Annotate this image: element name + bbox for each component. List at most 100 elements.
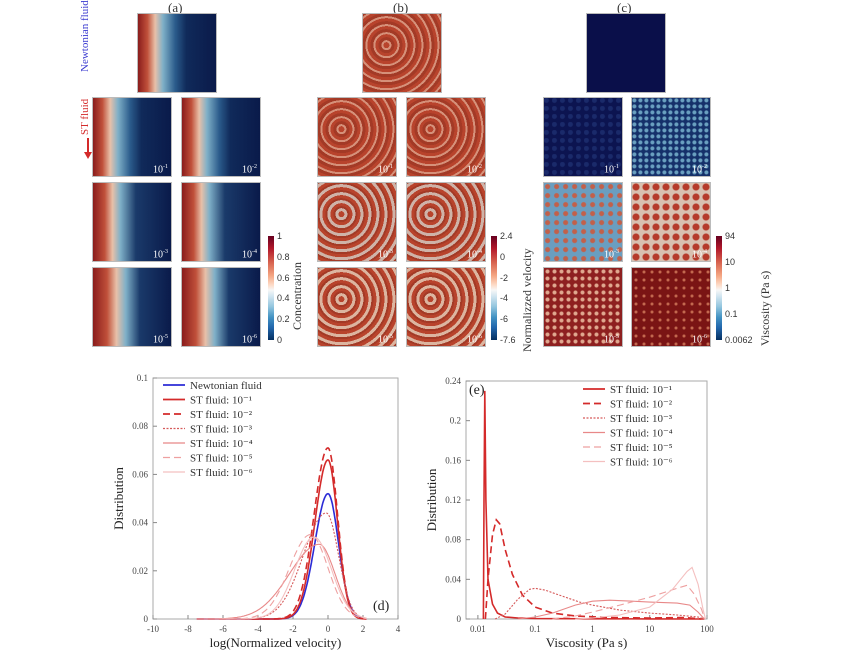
velocity-field-st-1e-5: 10-5 bbox=[317, 267, 397, 347]
series-line bbox=[196, 536, 367, 620]
exponent-label: 10-4 bbox=[467, 248, 482, 260]
concentration-field-newtonian bbox=[137, 13, 217, 93]
y-tick-label: 0.08 bbox=[132, 421, 148, 431]
x-tick-label: 0 bbox=[326, 624, 331, 634]
colorbar-tick: 10 bbox=[725, 257, 736, 267]
legend-entry: ST fluid: 10⁻³ bbox=[610, 413, 673, 425]
series-line bbox=[575, 566, 707, 620]
exponent-label: 10-6 bbox=[242, 333, 257, 345]
concentration-field-st-1e-4: 10-4 bbox=[181, 182, 261, 262]
colorbar-tick: -4 bbox=[500, 293, 509, 304]
x-axis-label: Viscosity (Pa s) bbox=[546, 635, 628, 650]
st-row-label: ST fluid bbox=[79, 98, 91, 135]
y-tick-label: 0.08 bbox=[445, 535, 461, 545]
legend-entry: ST fluid: 10⁻⁶ bbox=[610, 457, 673, 469]
exponent-label: 10-6 bbox=[692, 333, 707, 345]
y-tick-label: 0.24 bbox=[445, 376, 461, 386]
velocity-field-st-1e-6: 10-6 bbox=[406, 267, 486, 347]
y-tick-label: 0.12 bbox=[445, 495, 461, 505]
legend-entry: ST fluid: 10⁻² bbox=[190, 409, 253, 421]
x-tick-label: 100 bbox=[700, 624, 714, 634]
exponent-label: 10-5 bbox=[378, 333, 393, 345]
series-line bbox=[484, 518, 702, 620]
y-tick-label: 0.04 bbox=[445, 574, 461, 584]
exponent-label: 10-3 bbox=[378, 248, 393, 260]
colorbar-tick: -6 bbox=[500, 314, 509, 325]
velocity-distribution-chart: 0 0.02 0.04 0.06 0.08 0.1 -10 -8 -6 -4 -2 0 2 4 log(No… bbox=[111, 373, 401, 650]
x-axis-label: log(Normalized velocity) bbox=[210, 635, 342, 650]
panel-label-c: (c) bbox=[617, 0, 632, 15]
x-tick-label: 2 bbox=[361, 624, 366, 634]
viscosity-field-st-1e-3: 10-3 bbox=[543, 182, 623, 262]
colorbar-tick: 0.6 bbox=[277, 272, 290, 283]
colorbar-tick: 0 bbox=[277, 335, 283, 345]
viscosity-field-st-1e-2: 10-2 bbox=[631, 97, 711, 177]
legend-entry: ST fluid: 10⁻⁵ bbox=[610, 442, 673, 454]
colorbar-tick: -2 bbox=[500, 272, 509, 283]
colorbar-tick: 0 bbox=[500, 251, 506, 262]
legend-entry: ST fluid: 10⁻³ bbox=[190, 424, 253, 436]
concentration-field-st-1e-3: 10-3 bbox=[92, 182, 172, 262]
series-line bbox=[517, 599, 705, 620]
viscosity-field-st-1e-1: 10-1 bbox=[543, 97, 623, 177]
x-tick-label: -4 bbox=[254, 624, 262, 634]
exponent-label: 10-5 bbox=[604, 333, 619, 345]
exponent-label: 10-2 bbox=[242, 163, 257, 175]
exponent-label: 10-4 bbox=[242, 248, 257, 260]
x-tick-label: 10 bbox=[645, 624, 655, 634]
x-tick-label: 0.1 bbox=[530, 624, 541, 634]
concentration-field-st-1e-2: 10-2 bbox=[181, 97, 261, 177]
velocity-field-st-1e-1: 10-1 bbox=[317, 97, 397, 177]
exponent-label: 10-2 bbox=[467, 163, 482, 175]
concentration-field-st-1e-6: 10-6 bbox=[181, 267, 261, 347]
y-tick-label: 0.02 bbox=[132, 566, 148, 576]
series-line bbox=[494, 587, 705, 620]
y-axis-label: Distribution bbox=[111, 467, 126, 530]
series-line bbox=[482, 390, 705, 620]
series-line bbox=[552, 584, 706, 620]
legend-entry: ST fluid: 10⁻⁶ bbox=[190, 467, 253, 479]
colorbar-tick: 0.2 bbox=[277, 314, 290, 325]
viscosity-field-newtonian bbox=[586, 13, 666, 93]
legend-entry: Newtonian fluid bbox=[190, 380, 262, 392]
exponent-label: 10-1 bbox=[604, 163, 619, 175]
viscosity-field-st-1e-4: 10-4 bbox=[631, 182, 711, 262]
colorbar-tick: 1 bbox=[277, 231, 283, 241]
newtonian-row-label: Newtonian fluid bbox=[79, 0, 91, 72]
x-tick-label: 4 bbox=[396, 624, 401, 634]
y-tick-label: 0.04 bbox=[132, 518, 148, 528]
concentration-field-st-1e-5: 10-5 bbox=[92, 267, 172, 347]
colorbar-b bbox=[491, 236, 497, 340]
legend-entry: ST fluid: 10⁻² bbox=[610, 399, 673, 411]
down-arrow-icon bbox=[82, 138, 94, 160]
colorbar-tick: 0.0062 bbox=[725, 335, 753, 345]
colorbar-title: Viscosity (Pa s) bbox=[758, 270, 772, 346]
exponent-label: 10-2 bbox=[692, 163, 707, 175]
colorbar-c bbox=[716, 236, 722, 340]
velocity-field-newtonian bbox=[362, 13, 442, 93]
colorbar-tick: -7.6 bbox=[500, 335, 516, 345]
y-tick-label: 0.06 bbox=[132, 469, 148, 479]
colorbar-tick: 0.1 bbox=[725, 309, 738, 319]
chart-panel-label: (e) bbox=[469, 383, 485, 398]
velocity-field-st-1e-3: 10-3 bbox=[317, 182, 397, 262]
exponent-label: 10-5 bbox=[153, 333, 168, 345]
viscosity-field-st-1e-5: 10-5 bbox=[543, 267, 623, 347]
velocity-field-st-1e-4: 10-4 bbox=[406, 182, 486, 262]
colorbar-tick: 2.4 bbox=[500, 231, 513, 241]
colorbar-tick: 0.4 bbox=[277, 293, 290, 304]
chart-panel-label: (d) bbox=[373, 599, 390, 614]
x-tick-label: 0.01 bbox=[470, 624, 486, 634]
y-axis-label: Distribution bbox=[425, 468, 439, 531]
viscosity-distribution-chart: 0 0.04 0.08 0.12 0.16 0.2 0.24 0.01 0.1 1 10 100 Vis… bbox=[425, 376, 714, 650]
exponent-label: 10-3 bbox=[153, 248, 168, 260]
y-tick-label: 0 bbox=[457, 614, 462, 624]
colorbar-tick: 1 bbox=[725, 283, 731, 293]
x-tick-label: -2 bbox=[289, 624, 297, 634]
velocity-field-st-1e-2: 10-2 bbox=[406, 97, 486, 177]
exponent-label: 10-3 bbox=[604, 248, 619, 260]
exponent-label: 10-6 bbox=[467, 333, 482, 345]
y-tick-label: 0 bbox=[144, 614, 149, 624]
colorbar-tick: 94 bbox=[725, 231, 736, 241]
panel-label-b: (b) bbox=[393, 0, 409, 15]
